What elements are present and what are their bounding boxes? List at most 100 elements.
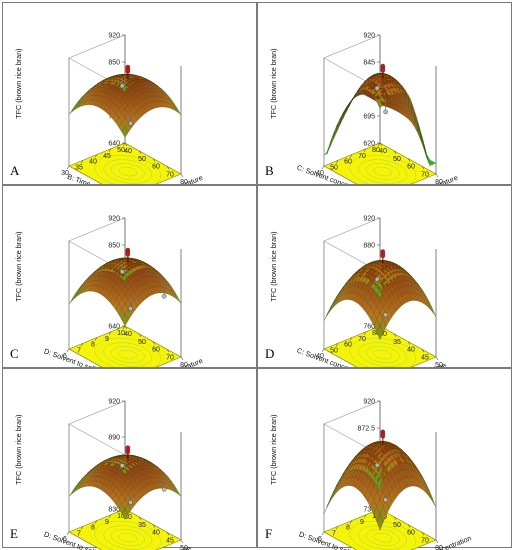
floor-contour: [358, 525, 408, 550]
x-tick-label: 45: [166, 537, 174, 544]
floor-contour: [103, 525, 153, 550]
x-tick-label: 70: [421, 537, 429, 544]
z-tick-label: 872.5: [357, 426, 375, 433]
y-tick-label: 80: [372, 330, 380, 337]
y-tick-label: 8: [346, 525, 350, 532]
design-point: [119, 463, 125, 468]
y-tick-label: 40: [316, 353, 324, 360]
x-tick: [138, 333, 142, 337]
y-tick: [80, 526, 84, 530]
z-tick-label: 695: [363, 114, 375, 121]
surface-cell: [174, 106, 182, 115]
design-point: [125, 69, 131, 74]
x-tick: [421, 166, 425, 170]
design-points: [119, 445, 167, 505]
x-tick-label: 80: [435, 545, 443, 550]
x-tick: [152, 341, 156, 345]
x-tick: [124, 325, 128, 330]
x-tick: [166, 166, 170, 170]
design-point: [161, 487, 167, 492]
y-tick-label: 6: [63, 353, 67, 360]
floor-contour: [365, 529, 400, 546]
y-tick: [94, 337, 98, 341]
y-tick: [66, 348, 70, 353]
panel-letter: B: [265, 163, 274, 178]
y-tick-label: 70: [358, 336, 366, 343]
y-tick: [122, 142, 126, 147]
x-tick: [138, 516, 142, 520]
x-tick-label: 40: [379, 148, 387, 155]
floor-contour: [94, 337, 162, 367]
x-tick-label: 60: [407, 530, 415, 537]
y-tick-label: 45: [103, 153, 111, 160]
y-tick: [108, 148, 112, 152]
surface-plot-a: 640710780850920TFC (brown rice bran)4050…: [14, 33, 204, 184]
x-tick-label: 70: [166, 354, 174, 361]
x-tick-label: 80: [180, 179, 188, 184]
panel-letter: F: [265, 526, 273, 541]
y-tick: [94, 520, 98, 524]
x-tick-label: 40: [124, 331, 132, 338]
z-tick-label: 730: [363, 507, 375, 514]
z-axis-label: TFC (brown rice bran): [14, 414, 23, 484]
x-axis: 4050607080A: Temperature: [124, 325, 204, 367]
y-tick: [108, 331, 112, 335]
design-point: [383, 109, 388, 115]
x-tick: [407, 158, 411, 162]
y-tick-label: 70: [358, 153, 366, 160]
y-tick-label: 80: [372, 147, 380, 154]
design-point: [125, 252, 131, 257]
response-surface: [323, 260, 437, 341]
floor-contour: [103, 342, 153, 367]
floor-contour: [358, 159, 408, 184]
x-tick-label: 40: [124, 148, 132, 155]
y-tick-label: 9: [360, 519, 364, 526]
y-tick-label: 9: [105, 336, 109, 343]
floor-contour: [110, 163, 145, 180]
y-tick-label: 50: [330, 347, 338, 354]
y-tick-label: 10: [117, 330, 125, 337]
x-tick-label: 50: [435, 362, 443, 367]
surface-cell: [429, 161, 437, 165]
floor-contour: [118, 166, 138, 177]
x-tick-label: 50: [138, 339, 146, 346]
x-tick-label: 40: [152, 530, 160, 537]
y-tick: [335, 160, 339, 164]
y-tick-label: 50: [117, 147, 125, 154]
y-tick-label: 30: [61, 170, 69, 177]
x-axis: 30 35 40 45 50B: Time: [124, 508, 193, 550]
y-tick: [335, 343, 339, 347]
x-tick-label: 30: [124, 514, 132, 521]
x-tick: [407, 341, 411, 345]
panel-c: 640710780850920TFC (brown rice bran)4050…: [2, 185, 257, 368]
x-tick: [180, 173, 184, 178]
design-point: [374, 276, 380, 282]
panel-b: 620695770845920TFC (brown rice bran)4050…: [257, 2, 512, 185]
y-tick-label: 9: [105, 519, 109, 526]
y-tick: [94, 154, 98, 158]
x-tick: [166, 532, 170, 536]
surface-cell: [429, 493, 437, 508]
x-tick-label: 45: [421, 354, 429, 361]
y-tick-label: 7: [332, 530, 336, 537]
x-axis-label: B: Time: [167, 544, 193, 550]
y-tick: [122, 325, 126, 330]
z-tick-label: 890: [108, 435, 120, 442]
x-tick: [152, 158, 156, 162]
x-tick-label: 80: [180, 362, 188, 367]
x-tick-label: 50: [393, 156, 401, 163]
z-tick-label: 830: [108, 507, 120, 514]
design-point: [128, 306, 133, 311]
floor-contour: [349, 154, 417, 184]
design-point: [119, 269, 125, 275]
surface-cell: [429, 305, 437, 317]
floor-contour: [373, 166, 393, 177]
design-points: [374, 429, 388, 503]
y-tick-label: 40: [89, 159, 97, 166]
y-tick-label: 35: [75, 164, 83, 171]
design-point: [119, 83, 125, 89]
panel-a: 640710780850920TFC (brown rice bran)4050…: [2, 2, 257, 185]
y-tick: [321, 531, 325, 536]
